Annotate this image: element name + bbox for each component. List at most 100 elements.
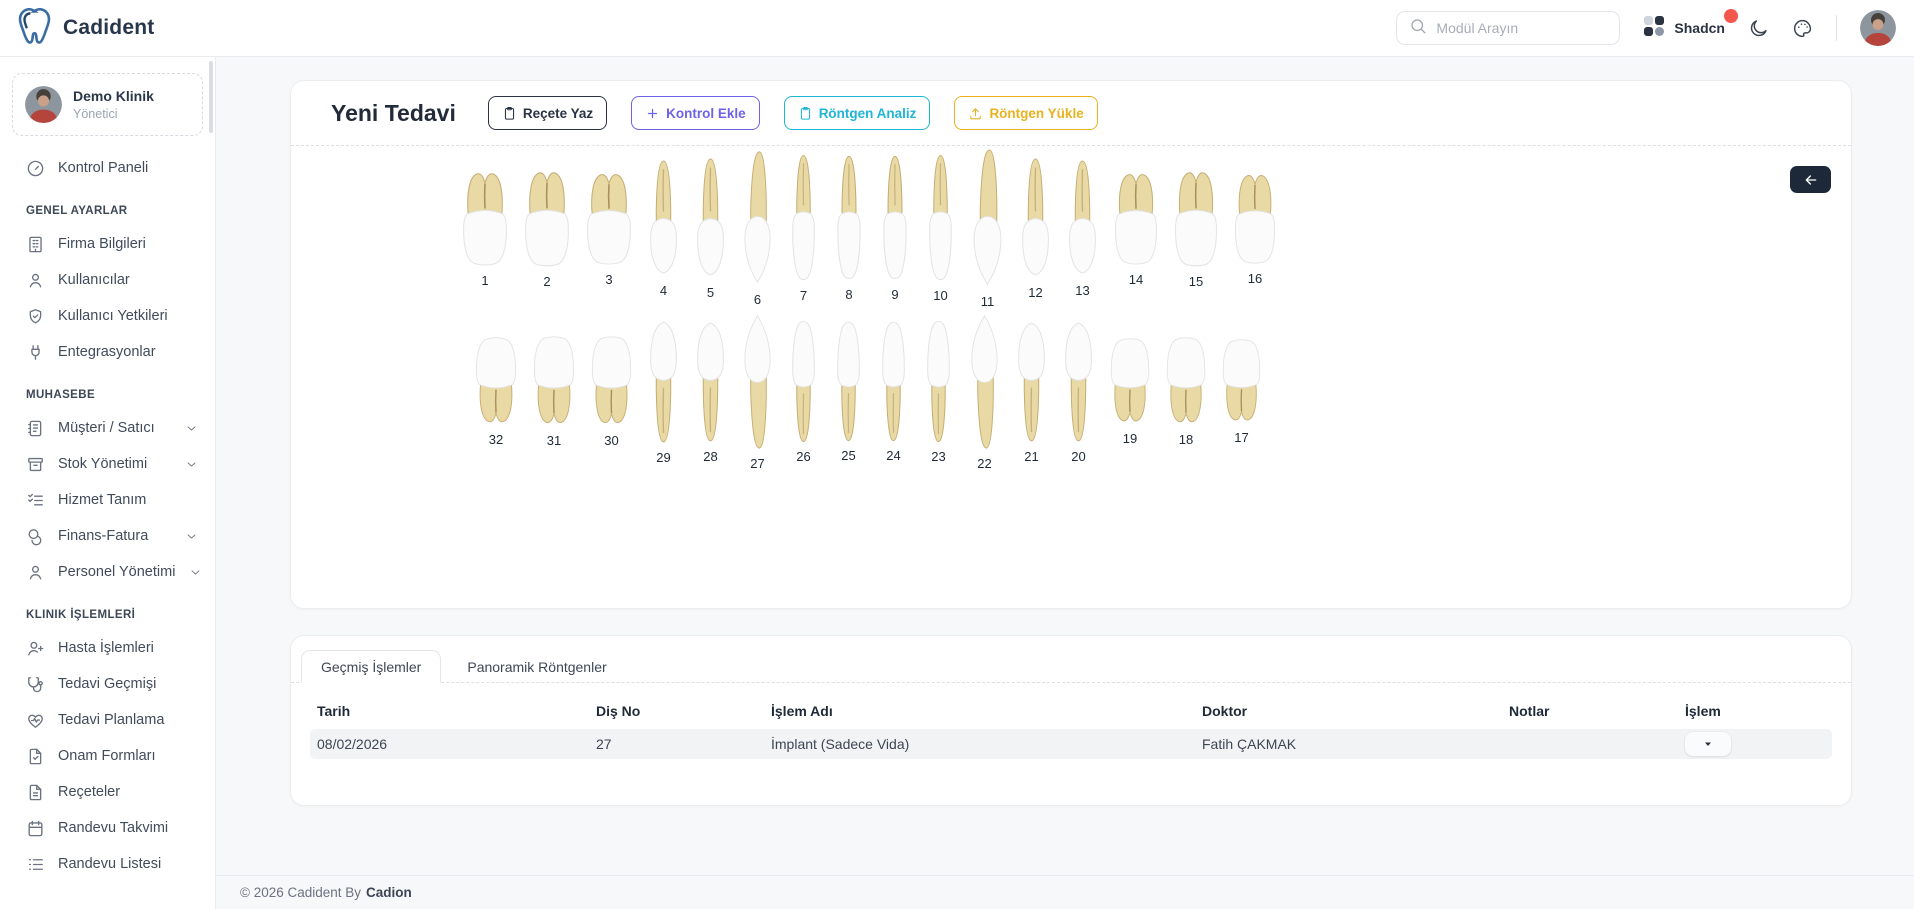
table-row[interactable]: 08/02/2026 27 İmplant (Sadece Vida) Fatih Ç… bbox=[310, 729, 1832, 759]
tooth-3[interactable]: 3 bbox=[585, 169, 633, 287]
theme-widget-button[interactable]: Shadcn bbox=[1643, 8, 1738, 42]
tooth-number: 25 bbox=[841, 448, 856, 463]
sidebar-item-label: Firma Bilgileri bbox=[58, 236, 146, 252]
tooth-6[interactable]: 6 bbox=[741, 149, 774, 307]
tab-ge-mi-i-lemler[interactable]: Geçmiş İşlemler bbox=[301, 650, 442, 683]
user-avatar[interactable] bbox=[1860, 10, 1896, 46]
sidebar-item[interactable]: Hasta İşlemleri bbox=[0, 630, 215, 666]
sidebar-item[interactable]: Personel Yönetimi bbox=[0, 554, 215, 590]
clinic-name: Demo Klinik bbox=[73, 88, 154, 104]
tooth-32[interactable]: 32 bbox=[474, 335, 518, 447]
tooth-9[interactable]: 9 bbox=[879, 154, 911, 302]
row-action-menu-button[interactable] bbox=[1685, 732, 1731, 756]
tooth-22[interactable]: 22 bbox=[968, 311, 1001, 471]
tooth-premolar-graphic bbox=[650, 160, 677, 274]
tooth-number: 27 bbox=[750, 456, 765, 471]
sidebar-item[interactable]: Reçeteler bbox=[0, 774, 215, 810]
table-header-row: Tarih Diş No İşlem Adı Doktor Notlar İşlem bbox=[310, 693, 1832, 729]
tooth-15[interactable]: 15 bbox=[1173, 167, 1219, 289]
search-input[interactable] bbox=[1436, 20, 1608, 36]
tooth-premolar-graphic bbox=[697, 322, 724, 442]
tooth-24[interactable]: 24 bbox=[878, 319, 909, 463]
tooth-molar-graphic bbox=[1234, 175, 1276, 264]
lower-teeth-row: 32 31 30 29 28 27 26 25 24 23 22 21 20 1… bbox=[474, 311, 1851, 471]
upload-icon bbox=[968, 106, 983, 121]
tooth-canine-graphic bbox=[971, 314, 998, 449]
sidebar-item[interactable]: Onam Formları bbox=[0, 738, 215, 774]
notification-dot bbox=[1724, 8, 1738, 23]
back-button[interactable] bbox=[1790, 166, 1831, 193]
tooth-premolar-graphic bbox=[650, 321, 677, 443]
sidebar-item-label: Tedavi Planlama bbox=[58, 712, 165, 728]
tooth-molar-graphic bbox=[463, 173, 507, 266]
upper-teeth-row: 1 2 3 4 5 6 7 8 9 10 11 12 13 14 15 16 bbox=[461, 147, 1851, 309]
tooth-28[interactable]: 28 bbox=[694, 318, 727, 464]
tooth-18[interactable]: 18 bbox=[1165, 335, 1207, 447]
tooth-21[interactable]: 21 bbox=[1015, 318, 1048, 464]
sidebar-item[interactable]: Stok Yönetimi bbox=[0, 446, 215, 482]
user-plus-icon bbox=[26, 639, 45, 658]
re-ete-yaz-button[interactable]: Reçete Yaz bbox=[487, 96, 608, 130]
clinic-profile-card[interactable]: Demo Klinik Yönetici bbox=[12, 73, 203, 136]
tooth-canine-graphic bbox=[744, 151, 771, 284]
tooth-19[interactable]: 19 bbox=[1109, 336, 1151, 446]
tooth-13[interactable]: 13 bbox=[1066, 158, 1099, 298]
tooth-30[interactable]: 30 bbox=[590, 334, 633, 448]
r-ntgen-analiz-button[interactable]: Röntgen Analiz bbox=[783, 96, 931, 130]
tooth-5[interactable]: 5 bbox=[694, 156, 727, 300]
plus-icon bbox=[645, 106, 660, 121]
tooth-14[interactable]: 14 bbox=[1113, 169, 1159, 287]
theme-palette-button[interactable] bbox=[1792, 18, 1813, 39]
history-table: Tarih Diş No İşlem Adı Doktor Notlar İşlem 08… bbox=[291, 683, 1851, 759]
tooth-23[interactable]: 23 bbox=[923, 318, 954, 464]
tooth-11[interactable]: 11 bbox=[970, 147, 1005, 309]
sidebar-item[interactable]: Randevu Takvimi bbox=[0, 810, 215, 846]
tooth-20[interactable]: 20 bbox=[1062, 318, 1095, 464]
tooth-27[interactable]: 27 bbox=[741, 311, 774, 471]
tooth-26[interactable]: 26 bbox=[788, 318, 819, 464]
sidebar-item[interactable]: Finans-Fatura bbox=[0, 518, 215, 554]
sidebar-item[interactable]: Müşteri / Satıcı bbox=[0, 410, 215, 446]
r-ntgen-y-kle-button[interactable]: Röntgen Yükle bbox=[954, 96, 1098, 130]
sidebar-item-label: Müşteri / Satıcı bbox=[58, 420, 155, 436]
tooth-10[interactable]: 10 bbox=[925, 153, 956, 303]
tooth-4[interactable]: 4 bbox=[647, 158, 680, 298]
sidebar-item[interactable]: Firma Bilgileri bbox=[0, 226, 215, 262]
tooth-1[interactable]: 1 bbox=[461, 168, 509, 288]
plug-icon bbox=[26, 343, 45, 362]
tooth-molar-graphic bbox=[525, 172, 569, 267]
dark-mode-toggle[interactable] bbox=[1748, 18, 1769, 39]
sidebar-item-label: Hizmet Tanım bbox=[58, 492, 147, 508]
tooth-molar-graphic bbox=[1166, 337, 1206, 423]
tooth-16[interactable]: 16 bbox=[1233, 170, 1277, 286]
sidebar-item[interactable]: Hizmet Tanım bbox=[0, 482, 215, 518]
list-check-icon bbox=[26, 491, 45, 510]
sidebar-item[interactable]: Kullanıcı Yetkileri bbox=[0, 298, 215, 334]
tooth-29[interactable]: 29 bbox=[647, 317, 680, 465]
tooth-12[interactable]: 12 bbox=[1019, 156, 1052, 300]
sidebar-item[interactable]: Tedavi Geçmişi bbox=[0, 666, 215, 702]
sidebar-item[interactable]: Kullanıcılar bbox=[0, 262, 215, 298]
tooth-2[interactable]: 2 bbox=[523, 167, 571, 289]
tooth-molar-graphic bbox=[1174, 172, 1218, 267]
tab-panoramik-r-ntgenler[interactable]: Panoramik Röntgenler bbox=[467, 658, 607, 675]
sidebar-item[interactable]: Tedavi Planlama bbox=[0, 702, 215, 738]
sidebar-scrollbar[interactable] bbox=[209, 61, 213, 133]
tooth-17[interactable]: 17 bbox=[1221, 337, 1262, 445]
module-search[interactable] bbox=[1396, 11, 1621, 45]
brand-logo[interactable]: Cadident bbox=[16, 6, 154, 51]
tooth-31[interactable]: 31 bbox=[532, 334, 576, 448]
tooth-incisor-graphic bbox=[837, 321, 860, 442]
sidebar-item[interactable]: Randevu Listesi bbox=[0, 846, 215, 876]
sidebar-item[interactable]: Kontrol Paneli bbox=[0, 150, 215, 186]
tooth-number: 15 bbox=[1188, 274, 1204, 289]
tooth-7[interactable]: 7 bbox=[788, 153, 819, 303]
copyright-text: © 2026 Cadident By bbox=[240, 885, 362, 900]
kontrol-ekle-button[interactable]: Kontrol Ekle bbox=[631, 96, 760, 130]
sidebar-item-label: Kullanıcı Yetkileri bbox=[58, 308, 168, 324]
sidebar-item[interactable]: Entegrasyonlar bbox=[0, 334, 215, 370]
tooth-8[interactable]: 8 bbox=[833, 154, 865, 302]
table-cell: 27 bbox=[596, 736, 612, 752]
column-header: İşlem Adı bbox=[771, 703, 833, 719]
tooth-25[interactable]: 25 bbox=[833, 319, 864, 463]
